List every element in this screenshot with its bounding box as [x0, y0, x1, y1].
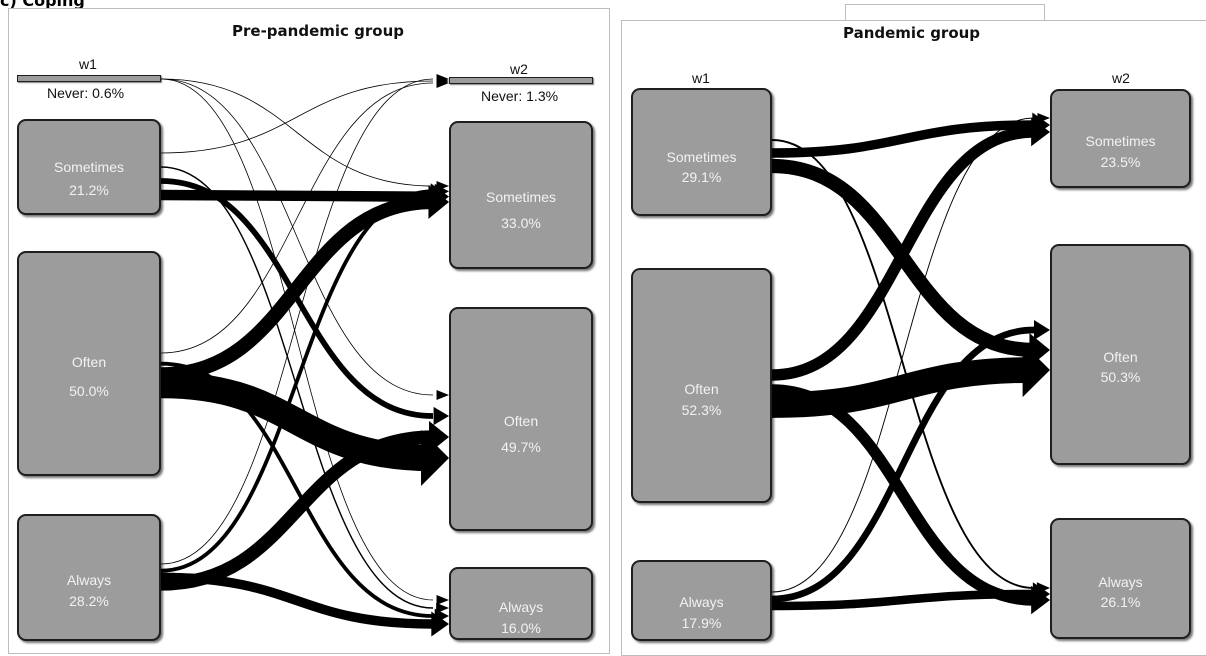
pre-w1-never-label: Never: 0.6%	[47, 85, 125, 101]
flow-arrowhead	[1034, 320, 1050, 340]
node-percent: 49.7%	[501, 439, 541, 455]
flow-arrowhead	[431, 611, 449, 637]
pan-w2-label: w2	[1112, 70, 1130, 86]
node-state: Always	[498, 599, 544, 615]
flow-never-to-sometimes	[160, 78, 434, 187]
flow-often-to-sometimes	[160, 194, 434, 382]
flow-sometimes-to-always	[771, 139, 1035, 589]
pre-w2-always-node: Always 16.0%	[449, 567, 593, 640]
node-state: Often	[71, 354, 107, 370]
node-percent: 26.1%	[1100, 594, 1141, 610]
node-state: Often	[684, 381, 719, 397]
flow-arrowhead	[1022, 342, 1050, 398]
flow-sometimes-to-sometimes	[771, 120, 1035, 158]
flow-arrowhead	[1031, 117, 1050, 147]
pan-w1-label: w1	[692, 70, 710, 86]
node-state: Always	[679, 594, 724, 610]
node-percent: 17.9%	[681, 615, 722, 631]
figure-heading: c) Coping	[0, 0, 85, 10]
flow-sometimes-to-sometimes	[160, 189, 434, 202]
pan-w2-often-node: Often 50.3%	[1050, 244, 1191, 465]
flow-arrowhead	[428, 185, 449, 219]
flow-arrowhead	[433, 406, 449, 426]
node-percent: 50.3%	[1100, 369, 1141, 385]
flow-arrowhead	[436, 78, 449, 88]
node-percent: 16.0%	[501, 620, 541, 636]
flow-arrowhead	[436, 390, 449, 400]
pan-w1-sometimes-node: Sometimes 29.1%	[631, 88, 772, 216]
pre-w1-label: w1	[79, 56, 97, 72]
flow-always-to-sometimes	[771, 117, 1035, 593]
node-state: Sometimes	[666, 149, 737, 165]
flow-often-to-often	[771, 357, 1035, 418]
node-percent: 23.5%	[1100, 154, 1141, 170]
flow-arrowhead	[436, 595, 449, 605]
node-state: Sometimes	[485, 189, 557, 205]
node-state: Sometimes	[1085, 133, 1156, 149]
flow-never-to-often	[160, 78, 434, 396]
node-state: Always	[1098, 574, 1143, 590]
pre-w2-never-label: Never: 1.3%	[481, 88, 559, 104]
pre-pandemic-title: Pre-pandemic group	[232, 22, 404, 40]
pandemic-title: Pandemic group	[843, 24, 981, 42]
node-state: Often	[1103, 349, 1138, 365]
pre-w2-sometimes-node: Sometimes 33.0%	[449, 121, 593, 269]
flow-arrowhead	[421, 430, 449, 486]
flow-sometimes-to-often	[771, 158, 1035, 358]
flow-often-to-never	[160, 82, 434, 354]
pre-w1-often-node: Often 50.0%	[17, 251, 161, 476]
panel-tab	[845, 4, 1045, 23]
pan-w1-often-node: Often 52.3%	[631, 268, 772, 503]
node-state: Often	[503, 413, 539, 429]
flow-never-to-always	[160, 78, 434, 601]
flow-sometimes-to-never	[160, 80, 434, 154]
flow-always-to-never	[160, 78, 434, 565]
node-percent: 50.0%	[69, 383, 109, 399]
pre-w1-never-node	[17, 75, 161, 82]
node-percent: 21.2%	[69, 182, 109, 198]
pre-w2-never-node	[449, 77, 593, 84]
node-percent: 29.1%	[681, 169, 722, 185]
pan-w2-always-node: Always 26.1%	[1050, 518, 1191, 639]
node-state: Sometimes	[53, 159, 125, 175]
pan-w1-always-node: Always 17.9%	[631, 560, 772, 641]
pre-w1-always-node: Always 28.2%	[17, 514, 161, 641]
flow-often-to-often	[160, 371, 434, 472]
flow-often-to-always	[771, 384, 1035, 606]
flow-arrowhead	[1031, 585, 1050, 615]
pre-w2-label: w2	[510, 61, 528, 77]
node-state: Always	[66, 572, 112, 588]
node-percent: 33.0%	[501, 215, 541, 231]
node-percent: 52.3%	[681, 402, 722, 418]
pan-w2-sometimes-node: Sometimes 23.5%	[1050, 89, 1191, 188]
pre-w2-often-node: Often 49.7%	[449, 307, 593, 531]
node-percent: 28.2%	[69, 593, 109, 609]
flow-arrowhead	[436, 602, 449, 614]
pre-w1-sometimes-node: Sometimes 21.2%	[17, 119, 161, 215]
